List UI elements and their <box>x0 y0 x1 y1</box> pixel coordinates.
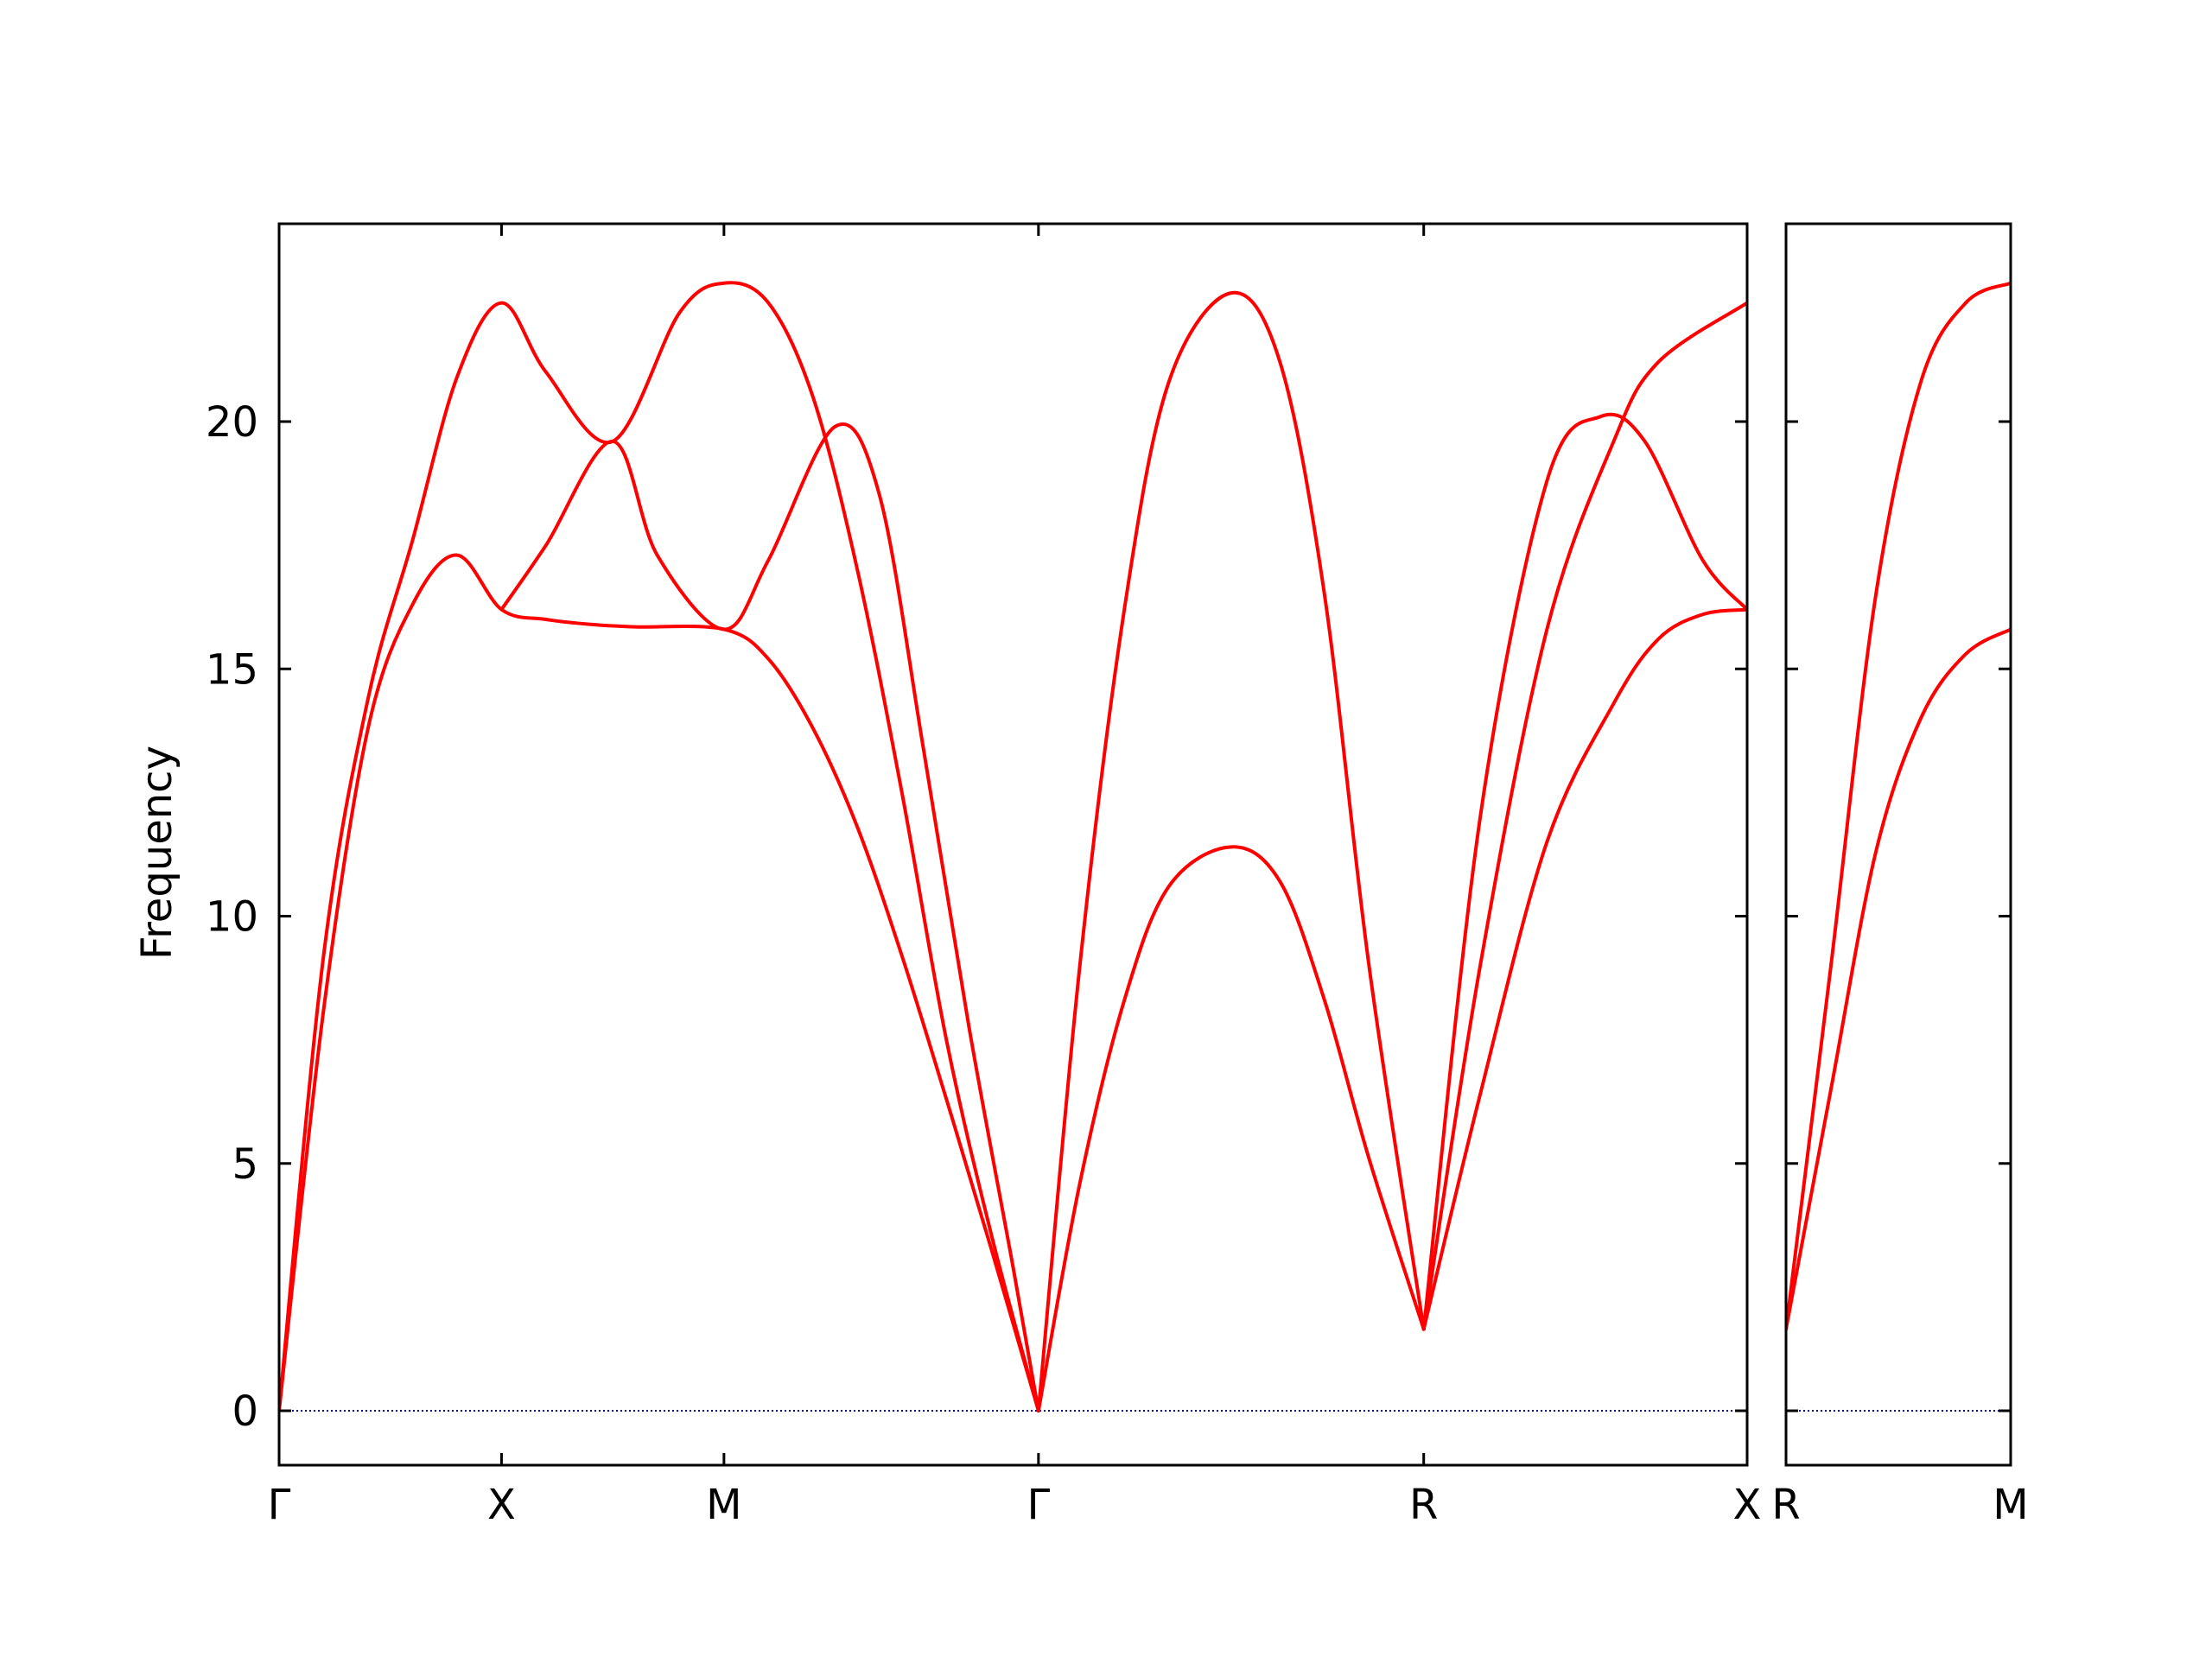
panel-1-x-tick-label: Γ <box>268 1481 291 1529</box>
panel-1-band-2 <box>279 281 1040 1413</box>
panel-2-x-tick-label: M <box>1993 1481 2028 1529</box>
panel-1-band-7 <box>1421 412 1747 1331</box>
panel-2-frame <box>1784 222 2012 1467</box>
panel-1-x-tick-label: M <box>706 1481 741 1529</box>
panel-1-band-6 <box>1421 301 1747 1331</box>
y-tick-label: 5 <box>232 1140 258 1189</box>
panel-1-band-5 <box>1036 290 1426 1413</box>
panel-1-band-1 <box>279 553 1040 1413</box>
y-tick-label: 15 <box>206 645 258 694</box>
panel-1-band-8 <box>1421 607 1747 1331</box>
panel-2-band-2 <box>1786 627 2011 1331</box>
panel-1-x-tick-label: X <box>487 1481 516 1529</box>
panel-1-x-tick-label: X <box>1733 1481 1762 1529</box>
y-axis-label: Frequency <box>133 746 181 960</box>
panel-2-band-1 <box>1786 281 2011 1331</box>
y-tick-label: 10 <box>206 893 258 942</box>
y-tick-label: 20 <box>206 398 258 447</box>
panel-1-band-3 <box>499 422 1040 1413</box>
panel-1-x-tick-label: R <box>1409 1481 1438 1529</box>
panel-2-x-tick-label: R <box>1771 1481 1800 1529</box>
panel-1-frame <box>277 222 1749 1467</box>
panel-1-x-tick-label: Γ <box>1027 1481 1050 1529</box>
panel-1-band-4 <box>1036 845 1426 1413</box>
y-tick-label: 0 <box>232 1387 258 1436</box>
